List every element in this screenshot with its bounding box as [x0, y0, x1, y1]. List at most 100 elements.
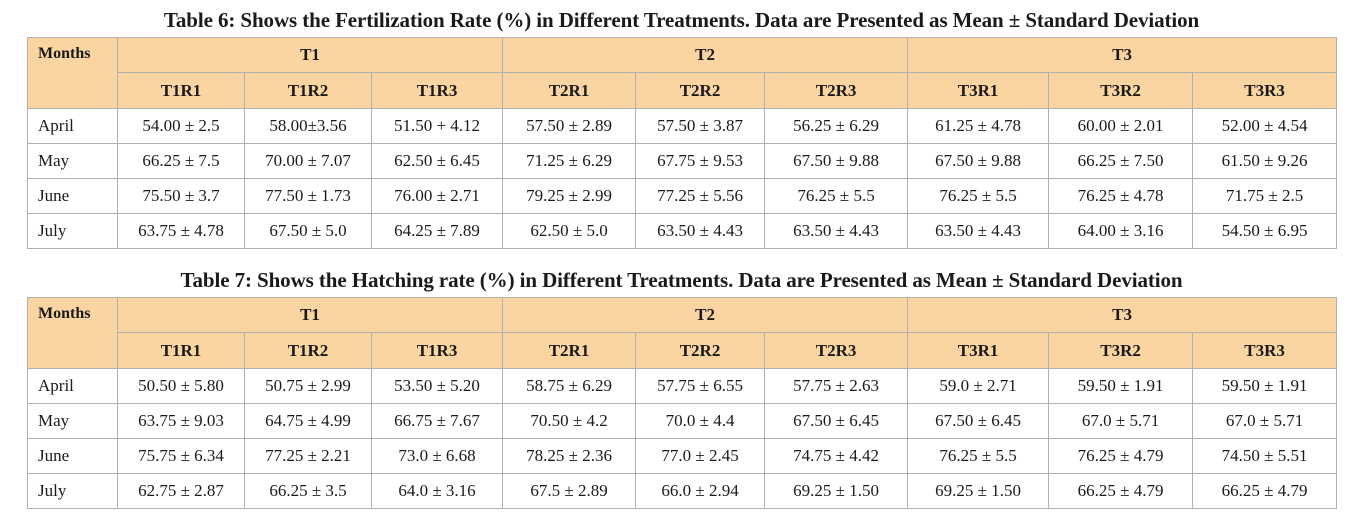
table-cell: 62.50 ± 6.45: [370, 143, 504, 179]
group-header: T3: [907, 297, 1338, 333]
table-cell: 59.50 ± 1.91: [1048, 368, 1194, 404]
month-cell: April: [27, 108, 118, 144]
table-cell: 75.75 ± 6.34: [117, 438, 245, 474]
table-cell: 53.50 ± 5.20: [370, 368, 504, 404]
table-cell: 78.25 ± 2.36: [502, 438, 637, 474]
group-header: T1: [116, 297, 504, 333]
table-cell: 69.25 ± 1.50: [764, 473, 909, 509]
table-cell: 67.50 ± 5.0: [244, 213, 372, 249]
data-table: Months T1 T2 T3 T1R1 T1R2 T1R3 T2R1 T2R2…: [27, 37, 1338, 249]
table-cell: 64.75 ± 4.99: [244, 403, 372, 439]
group-header: T2: [502, 37, 909, 73]
table-cell: 70.00 ± 7.07: [244, 143, 372, 179]
table-cell: 59.0 ± 2.71: [907, 368, 1050, 404]
table-cell: 76.25 ± 5.5: [907, 178, 1050, 214]
table-cell: 56.25 ± 6.29: [764, 108, 909, 144]
column-header: T3R1: [907, 72, 1050, 109]
table-cell: 54.00 ± 2.5: [117, 108, 245, 144]
month-cell: July: [27, 213, 118, 249]
column-header: T3R2: [1048, 332, 1194, 369]
table-cell: 62.75 ± 2.87: [117, 473, 245, 509]
header-row: Months T1 T2 T3: [27, 37, 1338, 109]
table-cell: 64.25 ± 7.89: [370, 213, 504, 249]
table-cell: 71.75 ± 2.5: [1192, 178, 1338, 214]
table-cell: 67.50 ± 9.88: [907, 143, 1050, 179]
month-cell: April: [27, 368, 118, 404]
table-cell: 61.50 ± 9.26: [1192, 143, 1338, 179]
table-cell: 74.75 ± 4.42: [764, 438, 909, 474]
subheader-row: T1R1 T1R2 T1R3 T2R1 T2R2 T2R3 T3R1 T3R2 …: [28, 72, 1338, 109]
column-header: T2R2: [635, 332, 766, 369]
table-cell: 76.25 ± 4.78: [1048, 178, 1194, 214]
month-cell: May: [27, 403, 118, 439]
header-row: Months T1 T2 T3: [27, 297, 1338, 369]
table-cell: 67.75 ± 9.53: [635, 143, 766, 179]
table-cell: 57.75 ± 2.63: [764, 368, 909, 404]
table-row: May 66.25 ± 7.5 70.00 ± 7.07 62.50 ± 6.4…: [27, 143, 1338, 179]
table-cell: 59.50 ± 1.91: [1192, 368, 1338, 404]
table-cell: 67.50 ± 6.45: [907, 403, 1050, 439]
group-header: T1: [116, 37, 504, 73]
table-cell: 75.50 ± 3.7: [117, 178, 245, 214]
table-cell: 77.50 ± 1.73: [244, 178, 372, 214]
month-cell: June: [27, 438, 118, 474]
table-cell: 67.50 ± 9.88: [764, 143, 909, 179]
table-cell: 51.50 + 4.12: [370, 108, 504, 144]
table-cell: 77.25 ± 2.21: [244, 438, 372, 474]
column-header: T1R1: [117, 72, 245, 109]
table-block-hatching: Table 7: Shows the Hatching rate (%) in …: [27, 266, 1338, 509]
table-cell: 63.50 ± 4.43: [635, 213, 766, 249]
column-header: T3R1: [907, 332, 1050, 369]
table-cell: 66.25 ± 7.50: [1048, 143, 1194, 179]
table-cell: 66.0 ± 2.94: [635, 473, 766, 509]
table-cell: 64.0 ± 3.16: [370, 473, 504, 509]
table-row: May 63.75 ± 9.03 64.75 ± 4.99 66.75 ± 7.…: [27, 403, 1338, 439]
column-header: T2R3: [764, 332, 909, 369]
table-cell: 73.0 ± 6.68: [370, 438, 504, 474]
table-cell: 66.25 ± 7.5: [117, 143, 245, 179]
column-header: T3R3: [1192, 332, 1338, 369]
column-header: T3R3: [1192, 72, 1338, 109]
table-cell: 76.25 ± 5.5: [907, 438, 1050, 474]
month-cell: May: [27, 143, 118, 179]
months-header: Months: [27, 297, 118, 369]
table-cell: 71.25 ± 6.29: [502, 143, 637, 179]
group-header: T2: [502, 297, 909, 333]
column-header: T2R2: [635, 72, 766, 109]
table-cell: 63.75 ± 9.03: [117, 403, 245, 439]
table-cell: 58.75 ± 6.29: [502, 368, 637, 404]
table-cell: 66.25 ± 4.79: [1192, 473, 1338, 509]
table-cell: 61.25 ± 4.78: [907, 108, 1050, 144]
column-header: T1R2: [244, 332, 372, 369]
table-cell: 63.50 ± 4.43: [907, 213, 1050, 249]
column-header: T3R2: [1048, 72, 1194, 109]
table-cell: 50.50 ± 5.80: [117, 368, 245, 404]
table-cell: 76.25 ± 5.5: [764, 178, 909, 214]
month-cell: June: [27, 178, 118, 214]
column-header: T1R1: [117, 332, 245, 369]
table-cell: 70.0 ± 4.4: [635, 403, 766, 439]
table-cell: 57.50 ± 2.89: [502, 108, 637, 144]
column-header: T1R3: [370, 72, 504, 109]
table-cell: 76.25 ± 4.79: [1048, 438, 1194, 474]
table-cell: 60.00 ± 2.01: [1048, 108, 1194, 144]
column-header: T2R3: [764, 72, 909, 109]
table-cell: 63.50 ± 4.43: [764, 213, 909, 249]
table-cell: 67.0 ± 5.71: [1048, 403, 1194, 439]
month-cell: July: [27, 473, 118, 509]
months-header: Months: [27, 37, 118, 109]
table-row: April 50.50 ± 5.80 50.75 ± 2.99 53.50 ± …: [27, 368, 1338, 404]
table-cell: 67.5 ± 2.89: [502, 473, 637, 509]
table-cell: 77.0 ± 2.45: [635, 438, 766, 474]
table-cell: 64.00 ± 3.16: [1048, 213, 1194, 249]
table-row: June 75.75 ± 6.34 77.25 ± 2.21 73.0 ± 6.…: [27, 438, 1338, 474]
column-header: T2R1: [502, 72, 637, 109]
subheader-row: T1R1 T1R2 T1R3 T2R1 T2R2 T2R3 T3R1 T3R2 …: [28, 332, 1338, 369]
table-cell: 66.25 ± 3.5: [244, 473, 372, 509]
table-cell: 54.50 ± 6.95: [1192, 213, 1338, 249]
column-header: T2R1: [502, 332, 637, 369]
table-cell: 57.50 ± 3.87: [635, 108, 766, 144]
table-caption: Table 7: Shows the Hatching rate (%) in …: [180, 268, 1183, 292]
column-header: T1R3: [370, 332, 504, 369]
table-cell: 63.75 ± 4.78: [117, 213, 245, 249]
